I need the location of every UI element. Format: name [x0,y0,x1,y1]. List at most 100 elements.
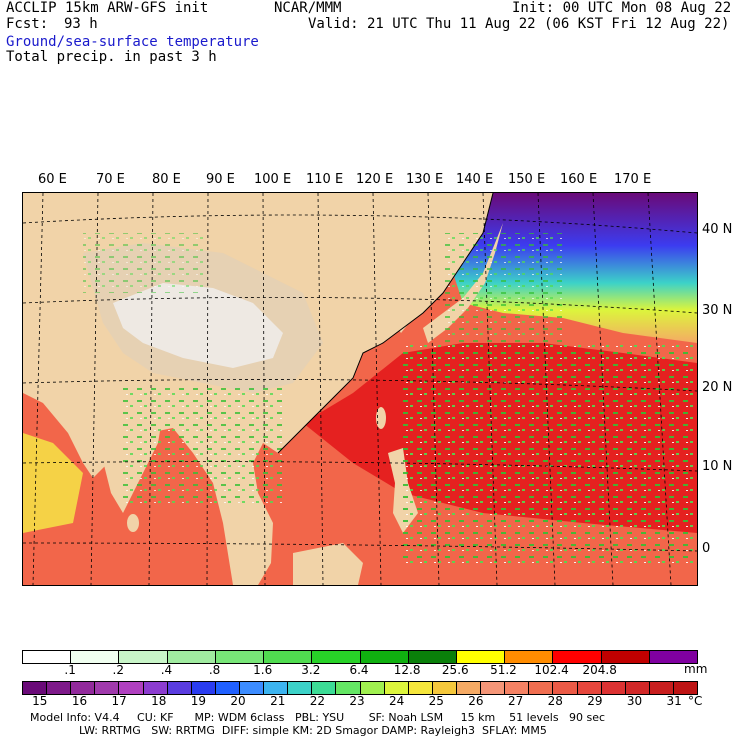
lat-label: 20 N [702,380,733,395]
temperature-tick: 16 [71,694,88,708]
temperature-swatch [264,682,289,694]
map-svg [23,193,697,585]
temperature-colorbar [22,681,698,695]
lat-label: 30 N [702,303,733,318]
precip-swatch [505,651,554,663]
lon-label: 160 E [560,172,598,187]
lon-label: 120 E [356,172,394,187]
temperature-tick: 21 [270,694,286,708]
forecast-label: Fcst: [6,16,49,32]
precip-tick-labels: .1 .2 .4 .8 1.6 3.2 6.4 12.8 25.6 51.2 102.4 204.8 [22,663,696,677]
temperature-swatch [384,682,409,694]
precip-swatch [553,651,602,663]
temperature-swatch [95,682,120,694]
lon-label: 110 E [306,172,344,187]
temperature-swatch [408,682,433,694]
precip-swatch [601,651,650,663]
temperature-swatch [601,682,626,694]
precip-tick: 102.4 [534,663,569,677]
temperature-tick: 24 [389,694,405,708]
sri-lanka [127,514,139,532]
temperature-swatch [167,682,192,694]
model-info-line1: Model Info: V4.4 CU: KF MP: WDM 6class P… [30,711,606,724]
temperature-tick: 25 [428,694,444,708]
precip-bay-of-bengal [123,383,283,503]
precip-tick: 51.2 [490,663,517,677]
temperature-swatch [336,682,361,694]
temperature-tick: 20 [230,694,246,708]
lon-label: 90 E [206,172,235,187]
lon-label: 80 E [152,172,181,187]
lon-label: 60 E [38,172,67,187]
precip-swatch [360,651,409,663]
precip-tick: .4 [160,663,173,677]
precip-unit: mm [684,662,708,676]
precip-swatch [23,651,72,663]
temperature-swatch [239,682,265,694]
temperature-tick: 31 [666,694,682,708]
temperature-swatch [288,682,313,694]
lon-label: 70 E [96,172,125,187]
temperature-swatch [553,682,578,694]
temperature-swatch [312,682,337,694]
temperature-tick: 22 [309,694,325,708]
precip-northwest [83,233,203,293]
precip-tick: 3.2 [301,663,321,677]
temperature-swatch [119,682,144,694]
temperature-tick: 30 [626,694,643,708]
temperature-swatch [529,682,554,694]
precip-tick: .1 [64,663,76,677]
field-title-temperature: Ground/sea-surface temperature [6,34,259,50]
coastline [277,193,494,454]
temperature-swatch [47,682,72,694]
borneo [293,543,363,585]
temperature-swatch [360,682,385,694]
forecast-hours: 93 h [64,16,98,32]
temperature-swatch [456,682,482,694]
model-title: ACCLIP 15km ARW-GFS init [6,0,209,16]
precip-tick: 204.8 [582,663,617,677]
precip-swatch [167,651,216,663]
precip-swatch [264,651,313,663]
temperature-swatch [673,682,698,694]
temperature-swatch [481,682,506,694]
arabian-sea-cool [23,433,83,533]
precip-tick: 6.4 [349,663,369,677]
model-info-line2: LW: RRTMG SW: RRTMG DIFF: simple KM: 2D … [30,724,547,737]
precip-swatch [408,651,457,663]
valid-time: Valid: 21 UTC Thu 11 Aug 22 (06 KST Fri … [308,16,730,32]
lon-label: 100 E [254,172,292,187]
precip-japan [443,233,563,343]
precip-tick: .8 [208,663,221,677]
temperature-tick: 29 [587,694,603,708]
temperature-swatch [577,682,602,694]
temperature-swatch [143,682,168,694]
temperature-tick: 19 [190,694,207,708]
temperature-tick: 23 [349,694,365,708]
temperature-tick: 28 [547,694,563,708]
lat-label: 10 N [702,459,733,474]
precip-swatch [119,651,168,663]
temperature-tick-labels: 15 16 17 18 19 20 21 22 23 24 25 26 27 28 29 30 31 [22,694,696,708]
lon-label: 170 E [614,172,652,187]
lat-label: 0 [702,541,711,556]
temperature-swatch [71,682,96,694]
temperature-tick: 17 [111,694,127,708]
precip-swatch [456,651,506,663]
precip-tick: 1.6 [253,663,273,677]
precip-colorbar [22,650,698,664]
field-title-precip: Total precip. in past 3 h [6,49,217,65]
precip-tick: .2 [112,663,125,677]
lon-label: 140 E [456,172,494,187]
precip-swatch [649,651,698,663]
graticule [23,193,697,585]
lon-label: 150 E [508,172,546,187]
temperature-swatch [215,682,240,694]
init-time: Init: 00 UTC Mon 08 Aug 22 [512,0,732,16]
taiwan [376,407,386,429]
temperature-swatch [505,682,530,694]
temperature-swatch [625,682,650,694]
lon-label: 130 E [406,172,444,187]
temperature-swatch [23,682,48,694]
precip-swatch [215,651,265,663]
